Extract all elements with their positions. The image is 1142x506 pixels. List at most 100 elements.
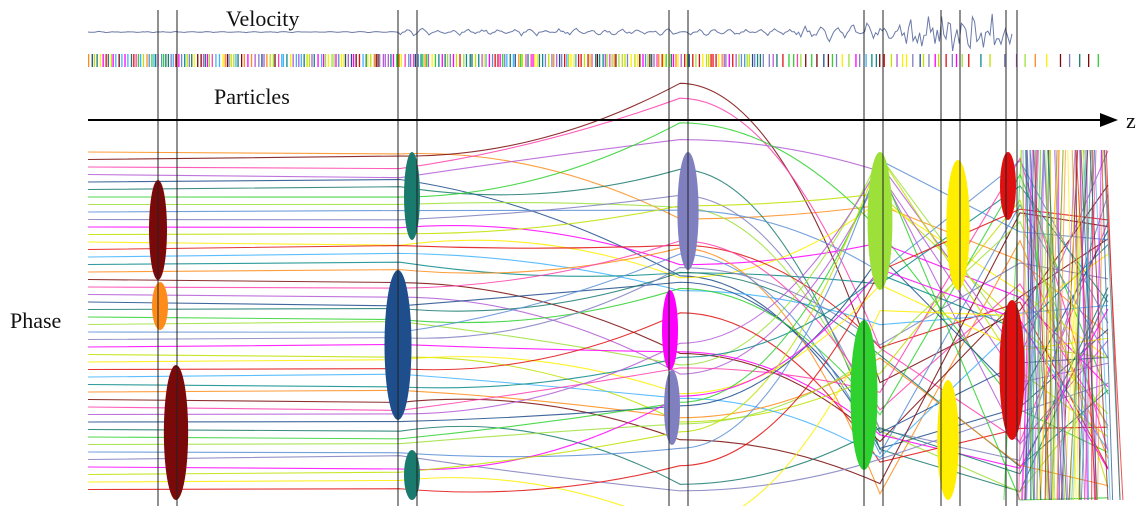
phase-trajectory: [87, 82, 1109, 384]
velocity-curve: [87, 13, 1013, 52]
particle-mark: [110, 54, 113, 67]
particle-mark: [1088, 54, 1090, 67]
phase-trajectory: [1089, 149, 1109, 501]
particle-mark: [762, 54, 764, 67]
particle-mark: [127, 54, 129, 67]
particle-mark: [980, 54, 982, 67]
particle-mark: [367, 54, 369, 67]
particle-mark: [211, 54, 213, 67]
particle-mark: [675, 54, 677, 67]
particle-mark: [347, 54, 349, 67]
particle-mark: [618, 54, 620, 67]
particle-mark: [384, 54, 386, 67]
particles-label: Particles: [214, 84, 290, 109]
particle-mark: [499, 54, 501, 67]
particle-mark: [135, 54, 137, 67]
particle-mark: [344, 54, 347, 67]
particle-mark: [300, 54, 302, 67]
particle-mark: [656, 54, 658, 67]
particle-mark: [161, 54, 163, 67]
particle-mark: [566, 54, 568, 67]
particle-mark: [398, 54, 400, 67]
phase-bunch: [937, 380, 959, 500]
particle-mark: [744, 54, 746, 67]
z-axis: [88, 113, 1118, 127]
particle-mark: [1046, 54, 1048, 67]
particle-mark: [663, 54, 665, 67]
particle-mark: [901, 54, 904, 67]
phase-trajectory: [1058, 149, 1076, 501]
phase-trajectory: [1080, 149, 1095, 501]
particle-mark: [512, 54, 515, 67]
particle-mark: [102, 54, 104, 67]
particle-mark: [452, 54, 455, 67]
particle-mark: [281, 54, 283, 67]
phase-bunch: [662, 290, 678, 370]
particle-mark: [564, 54, 566, 67]
particle-mark: [206, 54, 209, 67]
particle-mark: [827, 54, 830, 67]
particle-mark: [859, 54, 861, 67]
particle-mark: [841, 54, 843, 67]
particle-mark: [148, 54, 150, 67]
phase-bunch: [163, 365, 189, 500]
particle-mark: [748, 54, 750, 67]
particle-mark: [352, 54, 355, 67]
phase-trajectory: [87, 155, 1109, 476]
particle-mark: [754, 54, 756, 67]
particle-mark: [404, 54, 406, 67]
particle-mark: [521, 54, 524, 67]
particle-mark: [793, 54, 795, 67]
particle-mark: [277, 54, 280, 67]
particle-mark: [162, 54, 165, 67]
phase-bunch: [867, 152, 893, 290]
particle-mark: [712, 54, 714, 67]
phase-trajectory: [87, 178, 1109, 450]
particle-mark: [274, 54, 276, 67]
crossing-lines: [157, 10, 1018, 506]
particle-mark: [776, 54, 778, 67]
particle-mark: [306, 54, 308, 67]
particle-mark: [327, 54, 329, 67]
particle-mark: [180, 54, 183, 67]
particle-mark: [142, 54, 145, 67]
phase-trajectory: [1094, 149, 1102, 501]
particle-mark: [598, 54, 601, 67]
particle-mark: [258, 54, 260, 67]
particle-mark: [715, 54, 717, 67]
phase-trajectory: [1055, 149, 1065, 501]
particle-mark: [644, 54, 647, 67]
particle-mark: [222, 54, 224, 67]
particle-mark: [732, 54, 734, 67]
particle-mark: [1068, 54, 1071, 67]
particle-mark: [596, 54, 599, 67]
particle-mark: [945, 54, 947, 67]
particle-mark: [575, 54, 577, 67]
particle-mark: [561, 54, 563, 67]
particle-mark: [855, 54, 857, 67]
particle-mark: [651, 54, 653, 67]
particle-mark: [509, 54, 511, 67]
particle-mark: [613, 54, 615, 67]
particle-mark: [848, 54, 850, 67]
particle-mark: [879, 54, 881, 67]
particle-mark: [968, 54, 970, 67]
particle-mark: [382, 54, 385, 67]
phase-trajectory: [87, 155, 1109, 366]
particle-mark: [890, 54, 893, 67]
particle-mark: [112, 54, 114, 67]
particle-mark: [548, 54, 550, 67]
particle-mark: [865, 54, 867, 67]
particle-mark: [178, 54, 180, 67]
phase-trajectory: [87, 173, 1109, 416]
phase-trajectory: [1071, 149, 1080, 501]
particle-mark: [446, 54, 449, 67]
particle-mark: [151, 54, 153, 67]
particle-mark: [527, 54, 529, 67]
particle-mark: [491, 54, 494, 67]
phase-trajectory: [1025, 149, 1035, 501]
phase-trajectory: [87, 203, 1109, 456]
particle-mark: [191, 54, 193, 67]
particle-mark: [912, 54, 914, 67]
particle-mark: [756, 54, 759, 67]
